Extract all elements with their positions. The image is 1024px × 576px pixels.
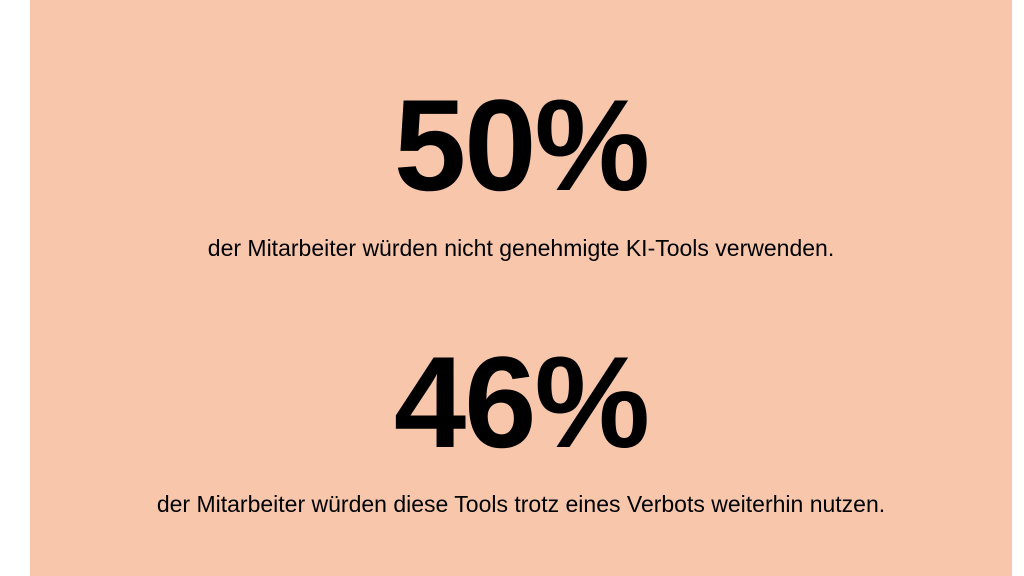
stat-description-1: der Mitarbeiter würden nicht genehmigte … — [207, 235, 835, 261]
stat-description-2: der Mitarbeiter würden diese Tools trotz… — [156, 491, 886, 517]
stat-value-2: 46% — [393, 329, 650, 475]
slide: 50% der Mitarbeiter würden nicht genehmi… — [30, 0, 1012, 576]
stat-value-1: 50% — [393, 72, 650, 218]
